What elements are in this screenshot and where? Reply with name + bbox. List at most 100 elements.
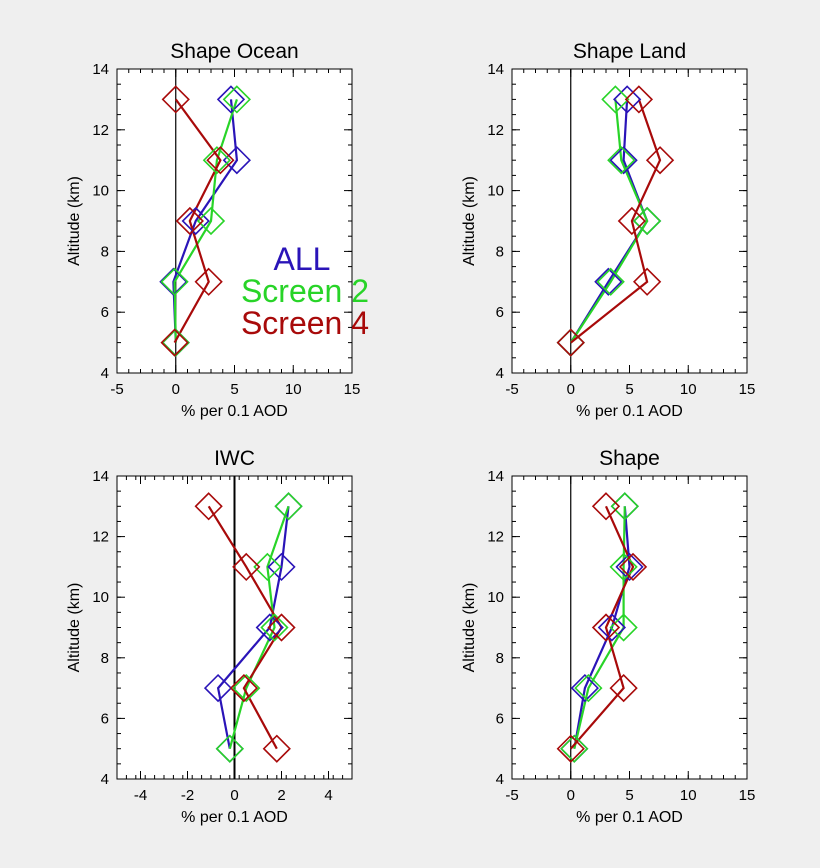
- shape-land-ytick-label: 6: [496, 304, 504, 321]
- shape-land-series-screen-2-line: [569, 99, 649, 344]
- shape-ocean-ytick-label: 10: [92, 183, 109, 200]
- shape-ocean-point-all: [181, 206, 210, 236]
- shape-land-ytick-label: 10: [487, 183, 504, 200]
- shape-ocean-point-screen-4: [194, 267, 223, 296]
- shape-ocean-plot-area: [116, 68, 353, 374]
- shape-point-screen-4: [591, 613, 621, 642]
- shape-land-ytick-label: 12: [487, 122, 504, 139]
- shape-ocean-ytick-label: 6: [101, 304, 109, 321]
- shape-ocean-point-screen-2: [161, 328, 190, 357]
- shape-point-screen-4: [618, 552, 648, 582]
- shape-ocean-panel: -5 0 5 10 15 4 6 8 10 12 14 Shape Ocean % per 0.1 AO…: [66, 40, 360, 420]
- shape-ocean-xtick-label: 15: [344, 381, 361, 398]
- shape-land-point-screen-4: [645, 146, 675, 175]
- shape-ocean-point-all: [159, 267, 188, 296]
- shape-land-panel: -5 0 5 10 15 4 6 8 10 12 14 Shape Land % per 0.1 AOD…: [461, 40, 755, 420]
- iwc-xtick-label: 2: [277, 787, 285, 804]
- iwc-title: IWC: [214, 447, 255, 470]
- shape-title: Shape: [599, 447, 660, 470]
- shape-land-point-screen-4: [632, 267, 662, 296]
- shape-land-series-screen-4-line: [570, 99, 662, 344]
- shape-ocean-ytick-label: 14: [92, 61, 109, 78]
- iwc-xtick-label: 4: [324, 787, 332, 804]
- iwc-ytick-label: 12: [92, 529, 109, 546]
- shape-ocean-xtick-label: 10: [285, 381, 302, 398]
- shape-xtick-label: 0: [567, 787, 575, 804]
- shape-ocean-point-screen-4: [206, 146, 235, 175]
- shape-land-point-screen-2: [596, 267, 625, 296]
- shape-ocean-title: Shape Ocean: [170, 40, 298, 63]
- shape-xtick-label: -5: [505, 787, 518, 804]
- iwc-point-screen-2: [253, 552, 282, 582]
- iwc-point-all: [267, 552, 296, 582]
- shape-ytick-label: 14: [487, 468, 504, 485]
- shape-land-xtick-label: 5: [625, 381, 633, 398]
- iwc-ylabel: Altitude (km): [66, 583, 83, 673]
- iwc-point-screen-4: [229, 673, 259, 703]
- shape-land-point-screen-4: [624, 85, 654, 114]
- shape-plot-area: [511, 475, 748, 780]
- shape-land-title: Shape Land: [573, 40, 686, 63]
- shape-ocean-ytick-label: 4: [101, 365, 109, 382]
- shape-land-plot-area: [511, 68, 748, 374]
- shape-panel: -5 0 5 10 15 4 6 8 10 12 14 Shape % per 0.1 AOD Altit…: [461, 447, 755, 826]
- shape-land-ytick-label: 8: [496, 243, 504, 260]
- shape-point-all: [615, 552, 644, 582]
- shape-ocean-ytick-label: 8: [101, 243, 109, 260]
- iwc-xtick-label: 0: [230, 787, 238, 804]
- shape-ocean-point-all: [216, 85, 246, 114]
- shape-land-point-all: [609, 146, 638, 175]
- iwc-point-screen-2: [274, 492, 303, 521]
- shape-land-point-screen-2: [607, 146, 636, 175]
- shape-ocean-series-screen-2-line: [173, 99, 238, 343]
- shape-land-point-screen-4: [556, 328, 585, 357]
- shape-ocean-point-screen-4: [161, 85, 190, 114]
- shape-ocean-point-screen-2: [196, 206, 226, 236]
- shape-series-all-line: [573, 506, 631, 749]
- shape-series-screen-4-line: [569, 505, 635, 750]
- iwc-xlabel: % per 0.1 AOD: [181, 809, 288, 826]
- shape-land-ylabel: Altitude (km): [461, 176, 478, 266]
- iwc-series-all-line: [216, 506, 290, 749]
- shape-ocean-series-screen-4-line: [173, 98, 222, 344]
- shape-ylabel: Altitude (km): [461, 583, 478, 673]
- shape-ocean-xtick-label: -5: [110, 381, 123, 398]
- shape-land-xtick-label: -5: [505, 381, 518, 398]
- shape-point-screen-2: [610, 492, 639, 521]
- shape-ocean-point-screen-4: [160, 328, 189, 357]
- shape-ocean-point-screen-2: [160, 267, 189, 296]
- iwc-point-screen-2: [260, 613, 289, 642]
- shape-ocean-point-screen-4: [175, 206, 204, 236]
- legend-entry-screen-2: Screen 2: [241, 273, 369, 309]
- shape-xtick-label: 15: [739, 787, 756, 804]
- shape-land-ytick-label: 14: [487, 61, 504, 78]
- shape-point-screen-2: [560, 734, 589, 763]
- shape-point-all: [570, 673, 599, 703]
- shape-land-point-all: [594, 267, 623, 296]
- shape-ytick-label: 12: [487, 529, 504, 546]
- shape-ocean-point-screen-2: [202, 146, 232, 175]
- shape-land-point-screen-4: [617, 206, 646, 236]
- shape-point-screen-4: [591, 492, 621, 521]
- shape-point-screen-4: [609, 673, 638, 703]
- iwc-xtick-label: -4: [134, 787, 147, 804]
- iwc-series-screen-4-line: [207, 505, 283, 750]
- iwc-ytick-label: 4: [101, 771, 109, 788]
- shape-point-screen-2: [609, 552, 638, 582]
- iwc-xtick-label: -2: [181, 787, 194, 804]
- legend-entry-all: ALL: [274, 241, 331, 277]
- shape-land-point-screen-2: [632, 206, 662, 236]
- shape-point-screen-2: [574, 673, 603, 703]
- shape-xtick-label: 10: [680, 787, 697, 804]
- shape-land-point-all: [613, 85, 642, 114]
- iwc-point-screen-4: [232, 552, 261, 582]
- shape-ytick-label: 8: [496, 650, 504, 667]
- iwc-ytick-label: 8: [101, 650, 109, 667]
- shape-land-xlabel: % per 0.1 AOD: [576, 403, 683, 420]
- shape-ytick-label: 4: [496, 771, 504, 788]
- shape-ytick-label: 10: [487, 589, 504, 606]
- iwc-point-screen-4: [194, 492, 223, 521]
- shape-land-xtick-label: 15: [739, 381, 756, 398]
